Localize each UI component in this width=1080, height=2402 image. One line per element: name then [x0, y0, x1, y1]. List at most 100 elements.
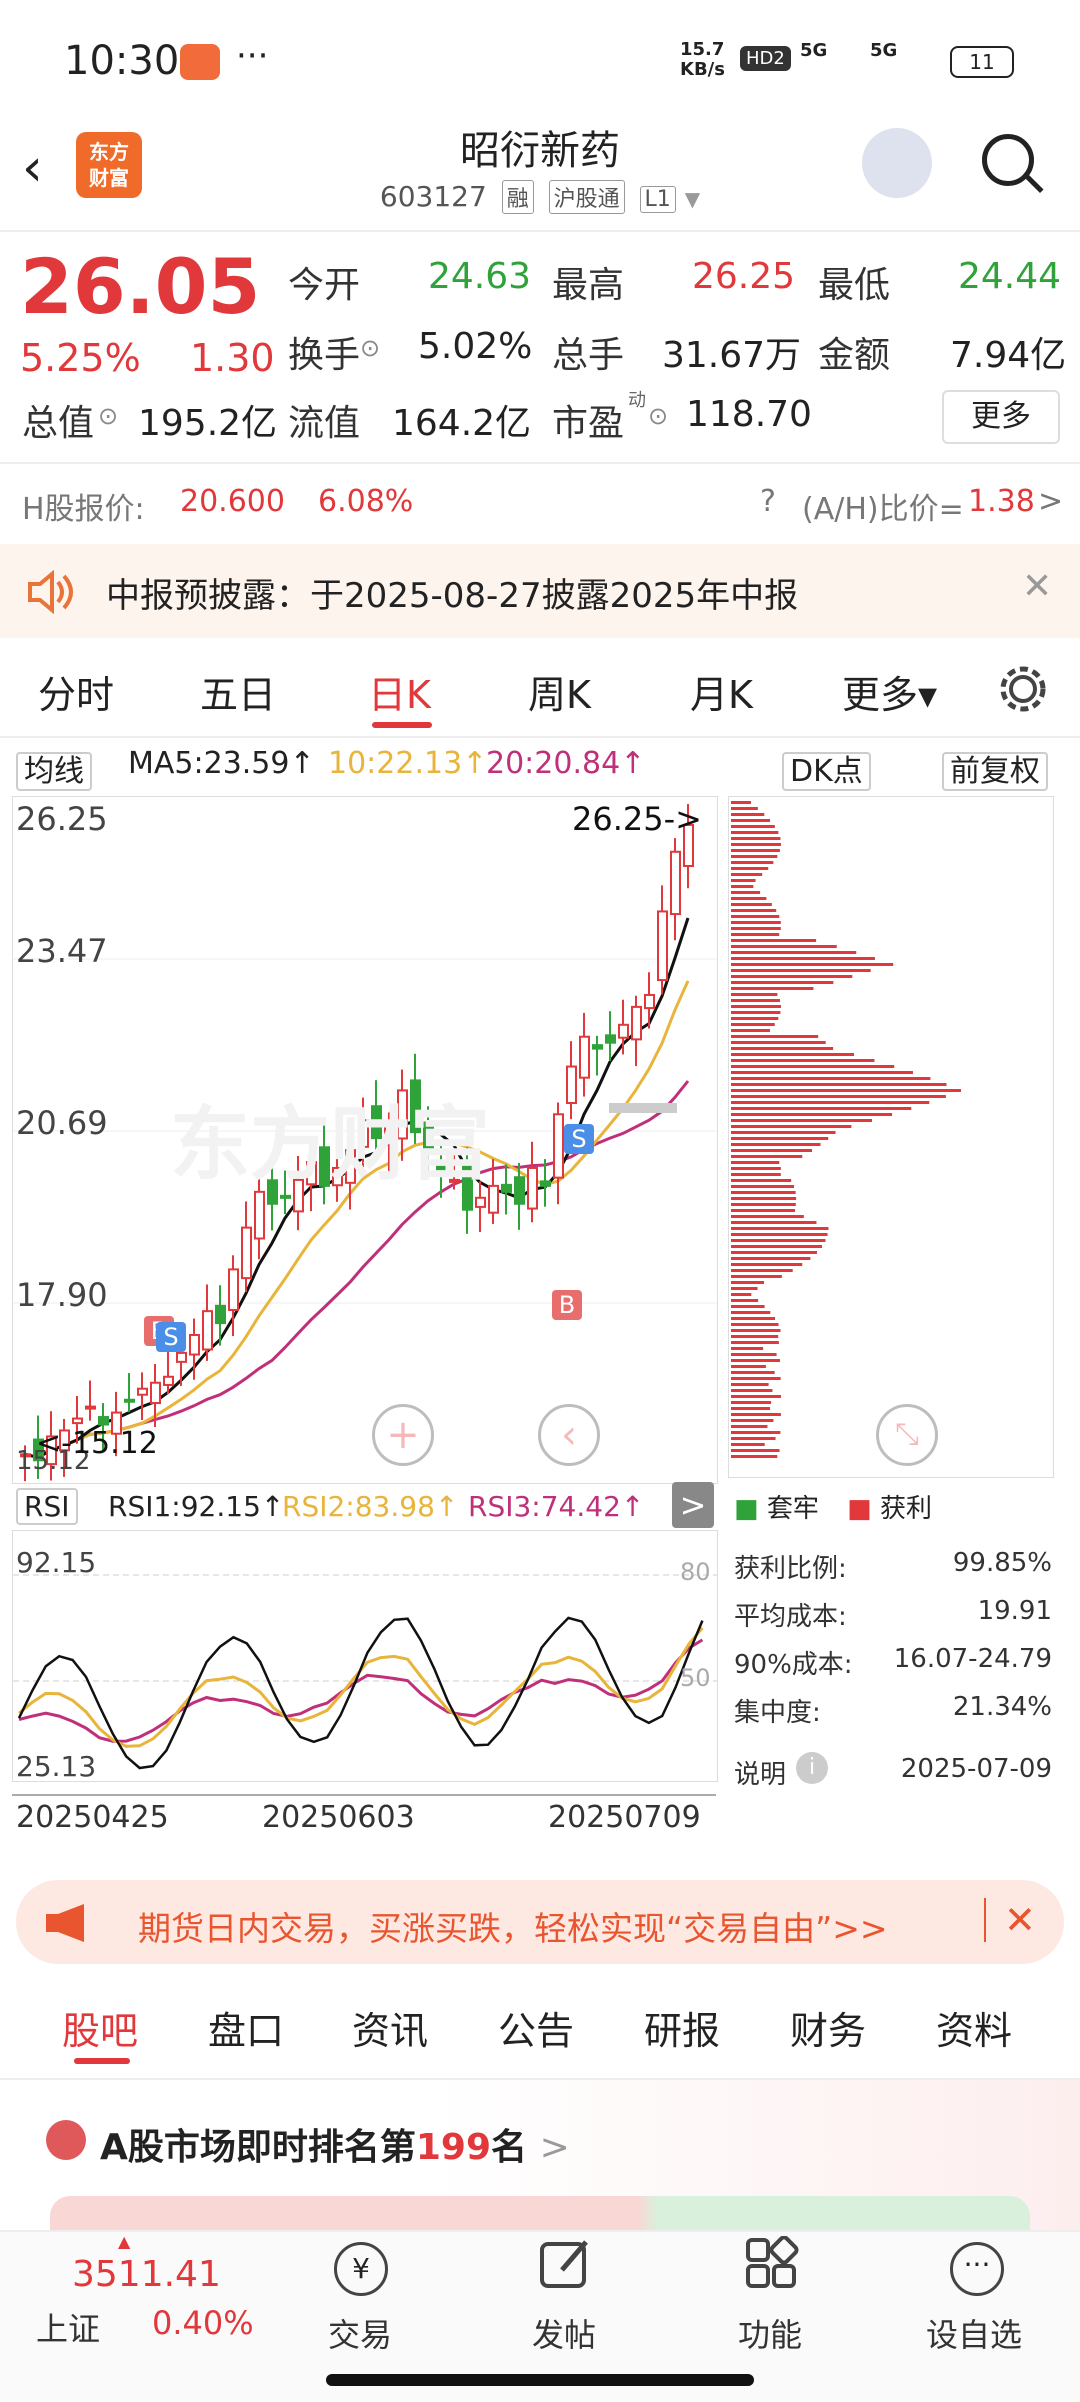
scroll-left-icon[interactable]: ‹	[538, 1404, 600, 1466]
nav-functions[interactable]: 功能	[738, 2316, 803, 2354]
ma10-value: 10:22.13↑	[328, 746, 488, 781]
home-indicator[interactable]	[326, 2374, 754, 2386]
nav-trade[interactable]: 交易	[328, 2316, 393, 2354]
ah-ratio-value[interactable]: 1.38	[968, 484, 1035, 519]
chevron-right-icon[interactable]: >	[539, 2127, 570, 2168]
pe-label: 市盈	[552, 403, 625, 444]
notice-text[interactable]: 中报预披露：于2025-08-27披露2025年中报	[106, 576, 799, 616]
ma-select-label[interactable]: 均线	[16, 752, 92, 791]
pe-value: 118.70	[686, 394, 812, 435]
nav-watchlist[interactable]: 设自选	[926, 2316, 1023, 2354]
tab-monthly-k[interactable]: 月K	[690, 673, 753, 717]
chip-row-label: 90%成本:	[734, 1650, 853, 1680]
ma-select[interactable]: 均线	[16, 746, 92, 791]
zoom-in-icon[interactable]: +	[372, 1404, 434, 1466]
chevron-right-icon[interactable]: >	[1038, 484, 1064, 519]
ma5-value: MA5:23.59↑	[128, 746, 315, 781]
sell-marker[interactable]: S	[156, 1322, 186, 1352]
megaphone-icon	[46, 1904, 84, 1942]
net-rate: 15.7 KB/s	[680, 39, 725, 80]
rsi2-value: RSI2:83.98↑	[282, 1490, 459, 1523]
chip-row-label: 平均成本:	[734, 1602, 847, 1632]
yen-trade-icon[interactable]: ¥	[334, 2242, 388, 2296]
y-label-top: 26.25	[16, 800, 108, 838]
high-marker: 26.25->	[572, 800, 702, 838]
tab-weekly-k[interactable]: 周K	[528, 673, 591, 717]
tab-profile[interactable]: 资料	[936, 2009, 1013, 2053]
chip-row-value: 99.85%	[952, 1548, 1052, 1578]
open-label: 今开	[288, 265, 361, 306]
settings-gear-icon[interactable]	[998, 664, 1048, 714]
fq-select-label[interactable]: 前复权	[942, 752, 1048, 791]
volume-value: 31.67万	[662, 335, 802, 376]
info-icon[interactable]: ⊙	[360, 334, 381, 362]
edit-post-icon[interactable]	[538, 2236, 594, 2292]
rank-text[interactable]: A股市场即时排名第199名 >	[100, 2118, 570, 2170]
tag-level[interactable]: L1	[639, 186, 676, 213]
tab-guba[interactable]: 股吧	[62, 2009, 139, 2053]
function-grid-icon[interactable]	[744, 2236, 800, 2292]
low-marker: <-15.12	[36, 1426, 158, 1461]
tab-more[interactable]: 更多▾	[842, 673, 938, 717]
watermark: 东方财富	[170, 1098, 490, 1191]
info-icon[interactable]: i	[796, 1752, 828, 1784]
sentiment-bar	[50, 2196, 1030, 2230]
info-icon[interactable]: ⊙	[648, 402, 669, 430]
more-quote-button[interactable]: 更多	[942, 390, 1060, 444]
chip-explain[interactable]: 说明	[734, 1760, 787, 1790]
nav-post[interactable]: 发帖	[532, 2316, 597, 2354]
index-value[interactable]: 3511.41	[72, 2254, 221, 2295]
search-icon[interactable]	[982, 134, 1034, 186]
chip-bars	[731, 801, 961, 1458]
fullscreen-icon[interactable]: ⤡	[876, 1404, 938, 1466]
question-icon[interactable]: ?	[760, 484, 776, 519]
index-pct[interactable]: 0.40%	[152, 2304, 254, 2342]
fq-select[interactable]: 前复权	[942, 746, 1048, 791]
dk-select[interactable]: DK点	[782, 746, 871, 791]
rsi-select[interactable]: RSI	[16, 1488, 78, 1525]
tab-five-day[interactable]: 五日	[200, 673, 277, 717]
index-name[interactable]: 上证	[36, 2310, 101, 2348]
rsi-select-label[interactable]: RSI	[16, 1488, 78, 1525]
divider	[0, 230, 1080, 232]
info-icon[interactable]: ⊙	[98, 402, 119, 430]
tab-pankou[interactable]: 盘口	[208, 2009, 285, 2053]
battery-icon: 11	[950, 46, 1014, 78]
chip-row-label: 获利比例:	[734, 1554, 847, 1584]
kline-chart[interactable]	[12, 796, 718, 1484]
chevron-down-icon[interactable]: ▼	[684, 187, 701, 211]
dk-select-label[interactable]: DK点	[782, 752, 871, 791]
chip-row-value: 19.91	[977, 1596, 1052, 1626]
sell-marker[interactable]: S	[564, 1124, 594, 1154]
tab-announcements[interactable]: 公告	[498, 2009, 575, 2053]
close-icon[interactable]: ✕	[1022, 566, 1053, 607]
tab-daily-k[interactable]: 日K	[368, 673, 431, 717]
rank-number: 199	[415, 2127, 492, 2168]
chip-date: 2025-07-09	[900, 1754, 1052, 1784]
brand-logo[interactable]: 东方 财富	[76, 132, 142, 198]
tab-research[interactable]: 研报	[644, 2009, 721, 2053]
promo-text[interactable]: 期货日内交易，买涨买跌，轻松实现“交易自由”>>	[138, 1909, 888, 1948]
kline-svg[interactable]	[13, 797, 717, 1483]
rsi-next-arrow[interactable]: >	[672, 1482, 714, 1528]
stock-name: 昭衍新药	[460, 128, 620, 174]
amount-value: 7.94亿	[950, 335, 1067, 376]
back-icon[interactable]: ‹	[22, 138, 43, 198]
tab-finance[interactable]: 财务	[790, 2009, 867, 2053]
turnover-label: 换手	[288, 335, 361, 376]
y-label-bottom: 15.12	[16, 1446, 91, 1476]
ah-ratio-label[interactable]: (A/H)比价=	[802, 492, 964, 527]
tab-intraday[interactable]: 分时	[38, 673, 115, 717]
close-icon[interactable]: ✕	[984, 1898, 1036, 1942]
promo-banner[interactable]	[16, 1880, 1064, 1964]
notice-bar[interactable]	[0, 544, 1080, 638]
assistant-avatar[interactable]	[862, 128, 932, 198]
signal-icon-1: 5G	[800, 40, 828, 61]
status-time: 10:30	[64, 38, 180, 84]
rsi-chart[interactable]	[12, 1530, 718, 1782]
more-dots-icon[interactable]: ···	[950, 2242, 1004, 2296]
rsi-svg[interactable]	[13, 1531, 717, 1781]
tab-news[interactable]: 资讯	[352, 2009, 429, 2053]
divider	[0, 462, 1080, 464]
buy-marker[interactable]: B	[552, 1290, 582, 1320]
